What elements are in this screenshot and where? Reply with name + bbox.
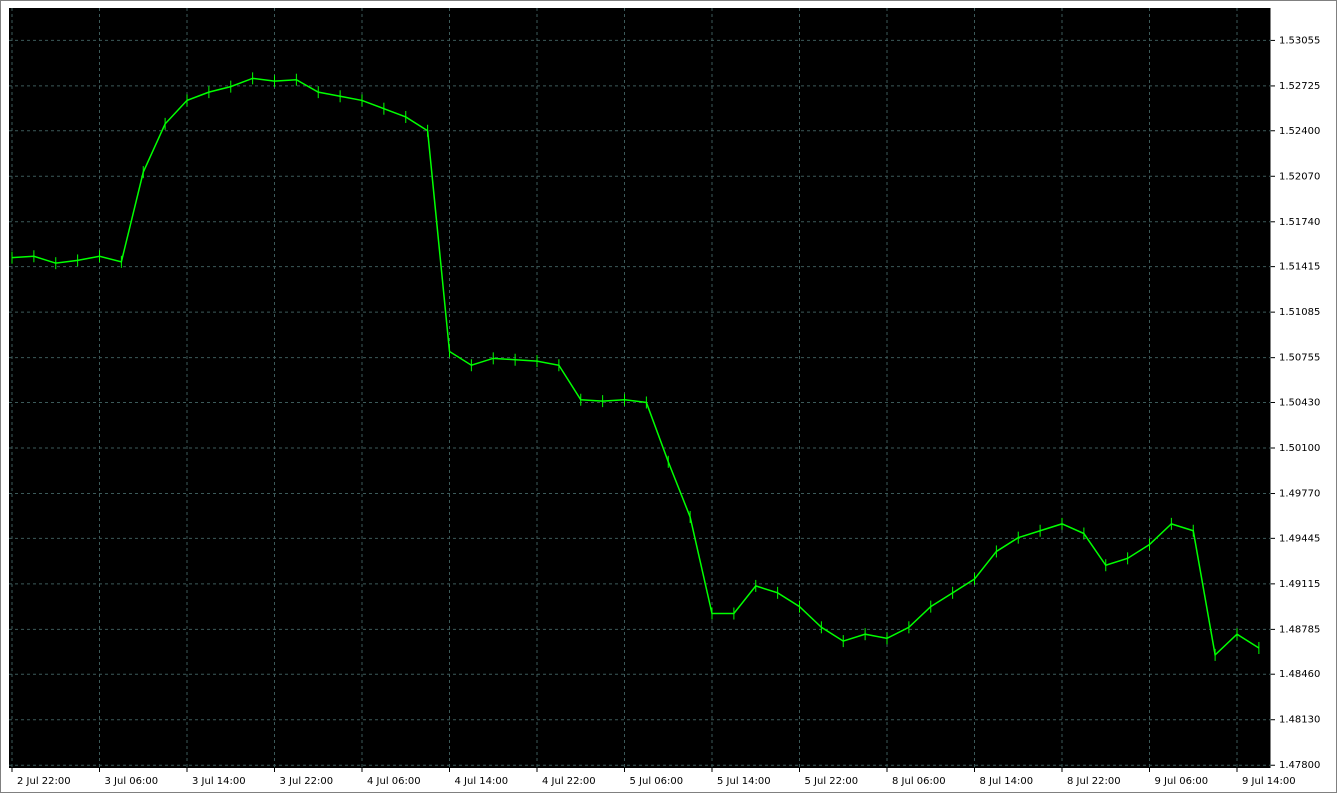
x-tick-label: 4 Jul 06:00	[367, 776, 421, 787]
x-tick-label: 9 Jul 14:00	[1242, 776, 1296, 787]
y-tick-label: 1.52070	[1279, 171, 1320, 182]
y-tick-label: 1.49445	[1279, 533, 1320, 544]
y-tick-label: 1.51085	[1279, 307, 1320, 318]
x-tick-label: 3 Jul 14:00	[192, 776, 246, 787]
y-tick-label: 1.52725	[1279, 81, 1320, 92]
y-tick-label: 1.48460	[1279, 669, 1320, 680]
x-tick-label: 5 Jul 14:00	[717, 776, 771, 787]
y-tick-label: 1.53055	[1279, 35, 1320, 46]
y-tick-label: 1.48785	[1279, 624, 1320, 635]
y-tick-label: 1.50430	[1279, 397, 1320, 408]
y-tick-label: 1.48130	[1279, 715, 1320, 726]
y-tick-label: 1.49115	[1279, 579, 1320, 590]
x-tick-label: 2 Jul 22:00	[17, 776, 71, 787]
x-tick-label: 4 Jul 14:00	[455, 776, 509, 787]
x-tick-label: 8 Jul 14:00	[980, 776, 1034, 787]
x-tick-label: 8 Jul 06:00	[892, 776, 946, 787]
y-tick-label: 1.51740	[1279, 217, 1320, 228]
y-tick-label: 1.50755	[1279, 353, 1320, 364]
x-tick-label: 8 Jul 22:00	[1067, 776, 1121, 787]
x-tick-label: 3 Jul 06:00	[105, 776, 159, 787]
plot-area	[9, 8, 1271, 768]
y-tick-label: 1.51415	[1279, 262, 1320, 273]
x-tick-label: 4 Jul 22:00	[542, 776, 596, 787]
price-line	[11, 77, 1260, 657]
x-tick-label: 9 Jul 06:00	[1155, 776, 1209, 787]
y-tick-label: 1.47800	[1279, 760, 1320, 771]
y-tick-label: 1.50100	[1279, 443, 1320, 454]
x-tick-label: 5 Jul 22:00	[805, 776, 859, 787]
x-tick-label: 5 Jul 06:00	[630, 776, 684, 787]
y-tick-label: 1.52400	[1279, 126, 1320, 137]
y-tick-label: 1.49770	[1279, 489, 1320, 500]
x-tick-label: 3 Jul 22:00	[280, 776, 334, 787]
